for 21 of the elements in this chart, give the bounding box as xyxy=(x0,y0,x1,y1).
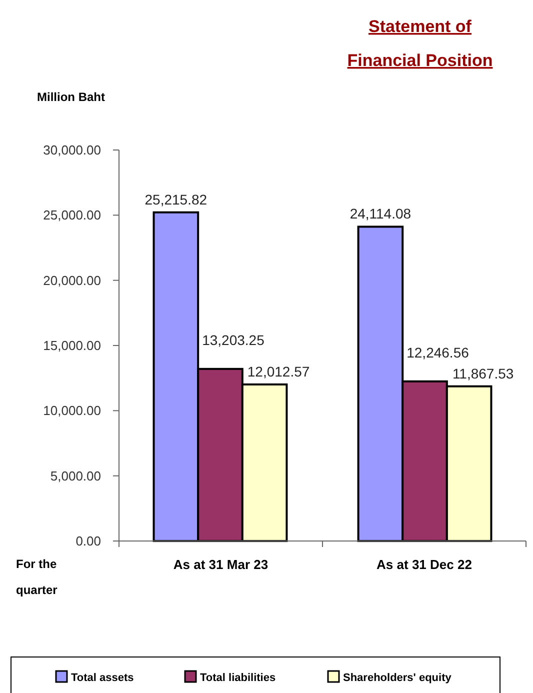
y-tick-label: 20,000.00 xyxy=(43,272,101,288)
legend-label: Shareholders' equity xyxy=(343,672,452,684)
x-tick-label: As at 31 Dec 22 xyxy=(376,557,472,572)
data-label: 11,867.53 xyxy=(452,365,514,382)
data-label: 12,246.56 xyxy=(406,344,470,360)
y-tick-label: 10,000.00 xyxy=(43,403,101,418)
chart-title: Statement of Financial Position xyxy=(347,17,493,70)
x-tick-label: As at 31 Mar 23 xyxy=(173,557,268,572)
y-tick-label: 30,000.00 xyxy=(43,142,101,158)
data-label: 25,215.82 xyxy=(144,191,208,208)
legend-label: Total liabilities xyxy=(200,672,276,684)
data-label: 24,114.08 xyxy=(350,206,412,222)
x-axis-title: For the quarter xyxy=(16,557,58,597)
y-tick-label: 5,000.00 xyxy=(50,468,101,484)
data-label: 13,203.25 xyxy=(202,332,265,348)
y-tick-label: 0.00 xyxy=(76,534,101,549)
y-axis-title: Million Baht xyxy=(37,90,105,104)
legend-label: Total assets xyxy=(71,672,134,684)
y-tick-label: 15,000.00 xyxy=(43,338,101,354)
data-label: 12,012.57 xyxy=(247,363,310,380)
y-tick-label: 25,000.00 xyxy=(43,208,101,223)
